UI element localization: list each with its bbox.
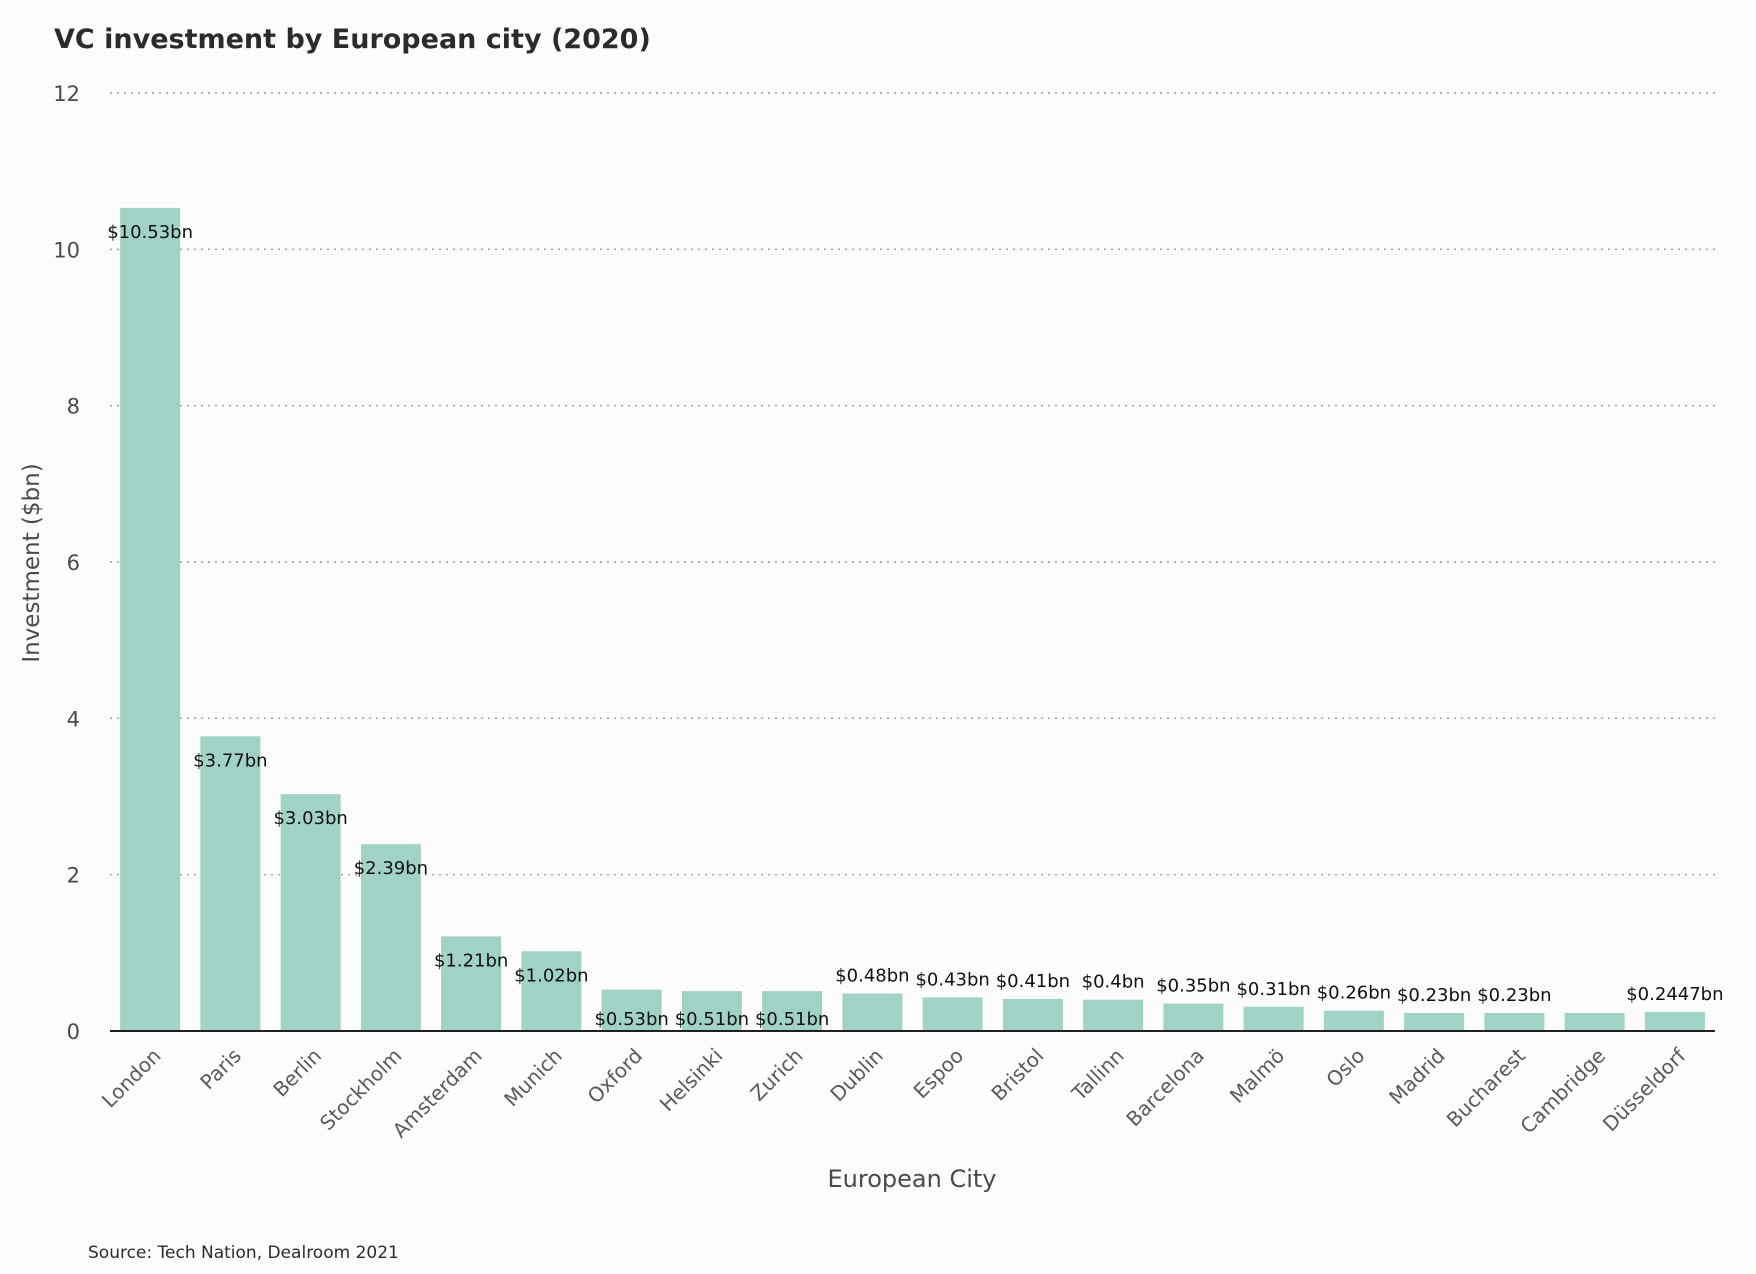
data-label: $0.4bn	[1082, 972, 1145, 993]
y-tick-label: 12	[53, 82, 80, 106]
bars	[120, 207, 1705, 1031]
data-label: $1.02bn	[514, 965, 588, 986]
data-label: $0.35bn	[1156, 976, 1230, 997]
source-note: Source: Tech Nation, Dealroom 2021	[88, 1243, 399, 1263]
x-tick-label: Oxford	[583, 1044, 648, 1109]
x-tick-label: Munich	[499, 1044, 567, 1112]
data-label: $3.03bn	[273, 808, 347, 829]
data-label: $1.21bn	[434, 950, 508, 971]
x-tick-label: Bucharest	[1442, 1043, 1530, 1131]
data-label: $2.39bn	[354, 858, 428, 879]
x-tick-label: Bristol	[986, 1044, 1048, 1106]
gridlines	[110, 92, 1715, 876]
y-tick-label: 4	[67, 707, 80, 731]
y-tick-label: 6	[67, 551, 80, 575]
bar-düsseldorf	[1644, 1011, 1705, 1031]
data-label: $0.48bn	[835, 965, 909, 986]
x-tick-label: Espoo	[909, 1044, 969, 1104]
y-tick-label: 8	[67, 395, 80, 419]
data-label: $0.23bn	[1397, 985, 1471, 1006]
x-tick-label: Zurich	[746, 1044, 808, 1106]
y-axis-ticks: 0 2 4 6 8 10 12	[53, 82, 80, 1044]
bar-bucharest	[1484, 1013, 1545, 1031]
data-label: $0.51bn	[675, 1009, 749, 1030]
bar-bristol	[1002, 998, 1063, 1031]
x-tick-label: Oslo	[1321, 1044, 1369, 1092]
bar-tallinn	[1083, 999, 1144, 1031]
bar-helsinki	[681, 991, 742, 1031]
bar-espoo	[922, 997, 983, 1031]
x-tick-label: London	[97, 1044, 166, 1113]
data-labels: $10.53bn $3.77bn $3.03bn $2.39bn $1.21bn $1.0…	[107, 222, 1723, 1030]
y-tick-label: 2	[67, 864, 80, 888]
x-tick-label: Paris	[195, 1044, 246, 1095]
bar-zurich	[762, 991, 823, 1031]
bar-munich	[521, 951, 582, 1031]
chart-title: VC investment by European city (2020)	[54, 24, 651, 55]
data-label: $3.77bn	[193, 750, 267, 771]
y-axis-title: Investment ($bn)	[19, 463, 45, 662]
data-label: $10.53bn	[107, 222, 193, 243]
data-label: $0.41bn	[996, 971, 1070, 992]
data-label: $0.31bn	[1236, 979, 1310, 1000]
data-label: $0.23bn	[1477, 985, 1551, 1006]
y-tick-label: 0	[67, 1020, 80, 1044]
x-tick-label: Barcelona	[1121, 1044, 1209, 1132]
x-tick-label: Cambridge	[1515, 1044, 1610, 1139]
x-tick-label: Düsseldorf	[1598, 1043, 1691, 1136]
data-label: $0.53bn	[594, 1009, 668, 1030]
data-label: $0.51bn	[755, 1009, 829, 1030]
bar-stockholm	[360, 844, 421, 1031]
bar-dublin	[842, 993, 903, 1031]
bar-london	[120, 207, 181, 1031]
x-tick-label: Dublin	[825, 1044, 888, 1107]
bar-amsterdam	[441, 936, 502, 1031]
x-tick-label: Malmö	[1225, 1044, 1289, 1108]
bar-oxford	[601, 989, 662, 1031]
bar-madrid	[1404, 1013, 1465, 1031]
bar-malmö	[1243, 1006, 1304, 1031]
data-label: $0.26bn	[1317, 983, 1391, 1004]
bar-barcelona	[1163, 1003, 1224, 1031]
x-tick-label: Tallinn	[1066, 1044, 1128, 1106]
x-tick-label: Helsinki	[655, 1044, 728, 1117]
data-label: $0.43bn	[915, 969, 989, 990]
bar-oslo	[1323, 1010, 1384, 1031]
bar-paris	[200, 736, 261, 1031]
x-tick-label: Berlin	[268, 1044, 326, 1102]
y-tick-label: 10	[53, 238, 80, 262]
x-tick-label: Madrid	[1384, 1044, 1450, 1110]
bar-berlin	[280, 794, 341, 1031]
bar-cambridge	[1564, 1013, 1625, 1031]
x-axis-title: European City	[828, 1165, 997, 1193]
data-label: $0.2447bn	[1626, 984, 1723, 1005]
